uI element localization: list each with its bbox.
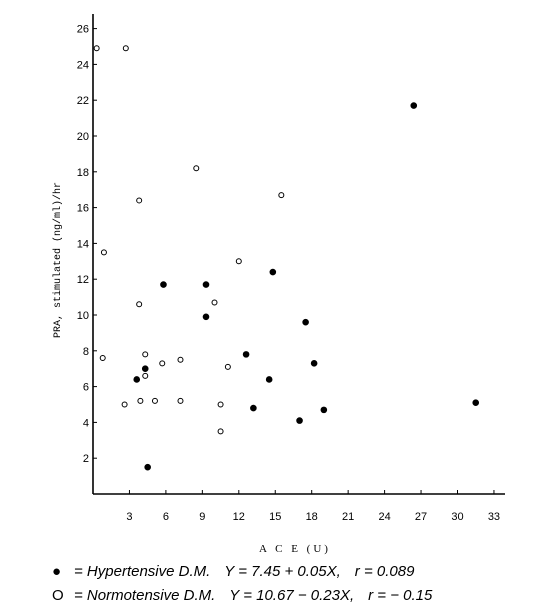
legend-correlation: r = − 0.15 bbox=[368, 587, 433, 604]
y-tick-label: 16 bbox=[77, 203, 89, 215]
normotensive-point bbox=[224, 363, 231, 370]
data-points bbox=[93, 45, 480, 471]
x-tick-label: 15 bbox=[269, 511, 281, 523]
y-tick-label: 20 bbox=[77, 131, 89, 143]
legend-filled-marker: ● bbox=[52, 563, 62, 580]
y-tick-label: 26 bbox=[77, 24, 89, 36]
hypertensive-point bbox=[310, 360, 318, 367]
normotensive-point bbox=[177, 397, 184, 404]
y-tick-label: 6 bbox=[83, 382, 89, 394]
hypertensive-point bbox=[269, 268, 277, 276]
legend-equation: Y = 10.67 − 0.23X, bbox=[229, 587, 355, 604]
normotensive-point bbox=[121, 401, 128, 408]
hypertensive-point bbox=[141, 365, 149, 373]
hypertensive-point bbox=[472, 399, 480, 407]
normotensive-point bbox=[99, 354, 106, 361]
normotensive-point bbox=[159, 360, 166, 367]
legend-equation: Y = 7.45 + 0.05X, bbox=[224, 563, 341, 580]
y-tick-label: 24 bbox=[77, 59, 89, 71]
normotensive-point bbox=[122, 45, 129, 52]
x-tick-label: 30 bbox=[451, 511, 463, 523]
normotensive-point bbox=[235, 258, 242, 265]
legend-entry-normotensive: O = Normotensive D.M. Y = 10.67 − 0.23X, r … bbox=[52, 587, 432, 604]
x-tick-label: 12 bbox=[233, 511, 245, 523]
legend-correlation: r = 0.089 bbox=[354, 563, 415, 580]
x-tick-label: 6 bbox=[163, 511, 169, 523]
hypertensive-point bbox=[410, 102, 418, 109]
normotensive-point bbox=[100, 249, 107, 256]
hypertensive-point bbox=[202, 313, 210, 321]
x-tick-label: 18 bbox=[306, 511, 318, 523]
x-axis-title: A C E (U) bbox=[259, 543, 331, 555]
y-tick-label: 4 bbox=[83, 417, 89, 429]
normotensive-point bbox=[137, 397, 144, 404]
legend-entry-hypertensive: ● = Hypertensive D.M. Y = 7.45 + 0.05X, r =… bbox=[52, 563, 414, 580]
y-tick-label: 22 bbox=[77, 95, 89, 107]
y-axis-title: PRA, stimulated (ng/ml)/hr bbox=[52, 182, 64, 338]
x-tick-label: 3 bbox=[126, 511, 132, 523]
hypertensive-point bbox=[202, 281, 210, 288]
hypertensive-point bbox=[296, 417, 303, 424]
legend-label: = Hypertensive D.M. bbox=[74, 563, 211, 580]
normotensive-point bbox=[211, 299, 218, 306]
x-tick-label: 33 bbox=[488, 511, 500, 523]
y-tick-label: 18 bbox=[77, 167, 89, 179]
normotensive-point bbox=[142, 372, 149, 379]
normotensive-point bbox=[177, 356, 184, 363]
normotensive-point bbox=[217, 428, 224, 435]
x-tick-label: 27 bbox=[415, 511, 427, 523]
ticks: 3 6 9 12 15 18 21 24 27 30 33246810121416182022242… bbox=[77, 24, 500, 523]
normotensive-point bbox=[217, 401, 224, 408]
normotensive-point bbox=[93, 45, 100, 52]
hypertensive-point bbox=[250, 404, 257, 412]
hypertensive-point bbox=[320, 406, 328, 414]
normotensive-point bbox=[151, 397, 158, 404]
x-tick-label: 24 bbox=[378, 511, 390, 523]
normotensive-point bbox=[193, 165, 200, 172]
normotensive-point bbox=[136, 197, 143, 204]
y-tick-label: 12 bbox=[77, 274, 89, 286]
hypertensive-point bbox=[144, 463, 151, 471]
y-tick-label: 8 bbox=[83, 346, 89, 358]
hypertensive-point bbox=[302, 318, 309, 326]
legend-label: = Normotensive D.M. bbox=[74, 587, 216, 604]
legend-hollow-marker: O bbox=[52, 587, 64, 604]
x-tick-label: 9 bbox=[199, 511, 205, 523]
y-tick-label: 10 bbox=[77, 310, 89, 322]
normotensive-point bbox=[136, 301, 143, 308]
y-tick-label: 14 bbox=[77, 238, 89, 250]
normotensive-point bbox=[142, 351, 149, 358]
axes bbox=[92, 14, 505, 495]
hypertensive-point bbox=[265, 376, 273, 383]
hypertensive-point bbox=[242, 351, 250, 358]
hypertensive-point bbox=[160, 281, 167, 288]
x-tick-label: 21 bbox=[342, 511, 354, 523]
normotensive-point bbox=[278, 192, 285, 199]
hypertensive-point bbox=[133, 376, 141, 383]
y-tick-label: 2 bbox=[83, 453, 89, 465]
